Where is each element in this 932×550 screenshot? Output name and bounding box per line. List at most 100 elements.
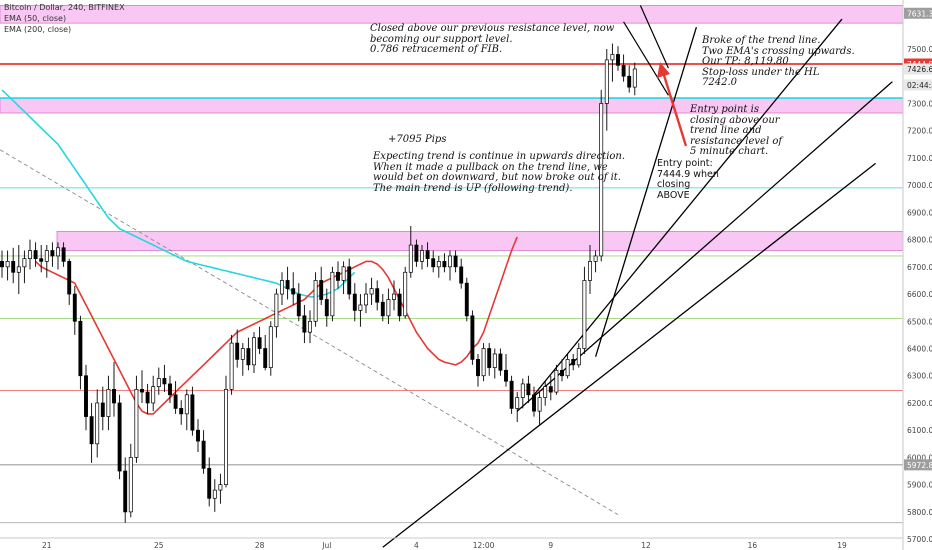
candle-body-42: [235, 342, 240, 360]
candle-body-71: [397, 293, 402, 317]
candle-body-68: [380, 301, 385, 317]
candle-body-96: [537, 397, 542, 412]
candle-body-35: [196, 429, 200, 442]
y-tick-label-6: 6300.0: [907, 372, 932, 381]
candle-body-12: [67, 261, 72, 295]
candle-body-98: [548, 386, 553, 393]
candle-body-7: [39, 258, 44, 262]
candle-body-6: [33, 250, 38, 260]
candle-body-95: [532, 394, 536, 412]
annotation-trend: Expecting trend is continue in upwards d…: [373, 151, 626, 194]
x-tick-label-0: 21: [42, 541, 52, 550]
candle-body-43: [240, 348, 245, 360]
candle-body-36: [201, 440, 206, 469]
candle-body-85: [476, 359, 480, 377]
candles-group: [0, 43, 637, 523]
y-tick-label-0: 5700.0: [907, 535, 932, 544]
y-tick-label-8: 6500.0: [907, 317, 932, 326]
price-tag-bg-0: [904, 7, 932, 19]
pennant-line-1: [639, 5, 669, 69]
candle-body-74: [414, 244, 419, 262]
x-tick-label-9: 19: [837, 541, 847, 550]
candle-body-77: [431, 258, 436, 268]
pennant-line-0: [623, 21, 669, 96]
candle-body-57: [319, 280, 324, 300]
candle-body-33: [184, 394, 189, 415]
candle-body-84: [470, 315, 475, 360]
candle-body-101: [565, 359, 570, 377]
y-tick-label-13: 7000.0: [907, 181, 932, 190]
candle-body-99: [554, 369, 559, 393]
candle-body-21: [117, 402, 122, 472]
y-tick-label-3: 6000.0: [907, 453, 932, 462]
candle-body-73: [408, 244, 413, 273]
x-tick-label-3: Jul: [321, 541, 331, 550]
candle-body-80: [448, 255, 452, 268]
candle-body-64: [358, 304, 363, 311]
candle-body-14: [78, 320, 83, 377]
candle-body-25: [140, 389, 144, 393]
candle-body-10: [56, 247, 60, 257]
candle-body-109: [610, 54, 615, 61]
candle-body-46: [257, 337, 262, 349]
price-tag-label-4: 5972.8: [907, 461, 932, 470]
candle-body-92: [515, 397, 520, 409]
candle-body-111: [621, 64, 626, 77]
candle-body-15: [84, 375, 88, 417]
candle-body-17: [95, 402, 100, 445]
price-tag-bg-2: [904, 63, 932, 75]
candle-body-72: [403, 271, 408, 317]
candle-body-4: [22, 258, 27, 268]
candle-body-28: [156, 378, 161, 387]
y-tick-label-9: 6600.0: [907, 290, 932, 299]
candle-body-70: [392, 293, 396, 300]
price-tag-label-3: 02:44:35: [907, 81, 932, 90]
candle-body-11: [61, 247, 66, 262]
candle-body-87: [487, 348, 492, 368]
candle-body-110: [616, 54, 620, 66]
candle-body-39: [218, 484, 223, 491]
y-tick-label-12: 6900.0: [907, 208, 932, 217]
x-tick-label-8: 16: [748, 541, 758, 550]
y-tick-label-4: 6100.0: [907, 426, 932, 435]
candle-body-81: [453, 255, 458, 268]
candle-body-60: [336, 271, 340, 281]
annotation-entry-point: Entry point: 7444.9 when closing ABOVE: [657, 158, 719, 201]
candle-body-58: [324, 299, 329, 317]
y-tick-label-2: 5900.0: [907, 481, 932, 490]
candle-body-52: [291, 288, 296, 295]
candle-body-79: [442, 261, 447, 268]
candle-body-100: [560, 369, 564, 377]
zone-rect-0: [0, 5, 904, 24]
entry-arrow-shaft: [661, 71, 688, 147]
candle-body-16: [89, 416, 94, 445]
price-tag-label-2: 7426.6: [907, 65, 932, 74]
y-tick-label-16: 7300.0: [907, 99, 932, 108]
candle-body-5: [28, 250, 32, 260]
x-tick-label-6: 9: [548, 541, 553, 550]
candle-body-8: [44, 250, 49, 262]
trend-line-0: [382, 162, 876, 548]
candle-body-102: [571, 359, 576, 366]
candle-body-97: [543, 386, 548, 398]
x-tick-label-4: 4: [414, 541, 419, 550]
candle-body-30: [168, 383, 172, 396]
candle-body-29: [162, 378, 167, 385]
candle-body-41: [229, 342, 234, 390]
candle-body-20: [112, 389, 116, 404]
candle-body-37: [207, 467, 212, 499]
candle-body-88: [492, 353, 497, 368]
candle-body-54: [302, 315, 307, 333]
candle-body-62: [347, 266, 352, 295]
candle-body-49: [274, 293, 279, 328]
y-tick-label-5: 6200.0: [907, 399, 932, 408]
annotation-entry-rule: Entry point is closing above our trend l…: [690, 104, 783, 157]
annotation-pips: +7095 Pips: [388, 134, 447, 145]
candle-body-1: [5, 261, 10, 268]
entry-arrow-head: [657, 62, 670, 78]
x-tick-label-2: 28: [255, 541, 265, 550]
candle-body-65: [364, 293, 368, 306]
